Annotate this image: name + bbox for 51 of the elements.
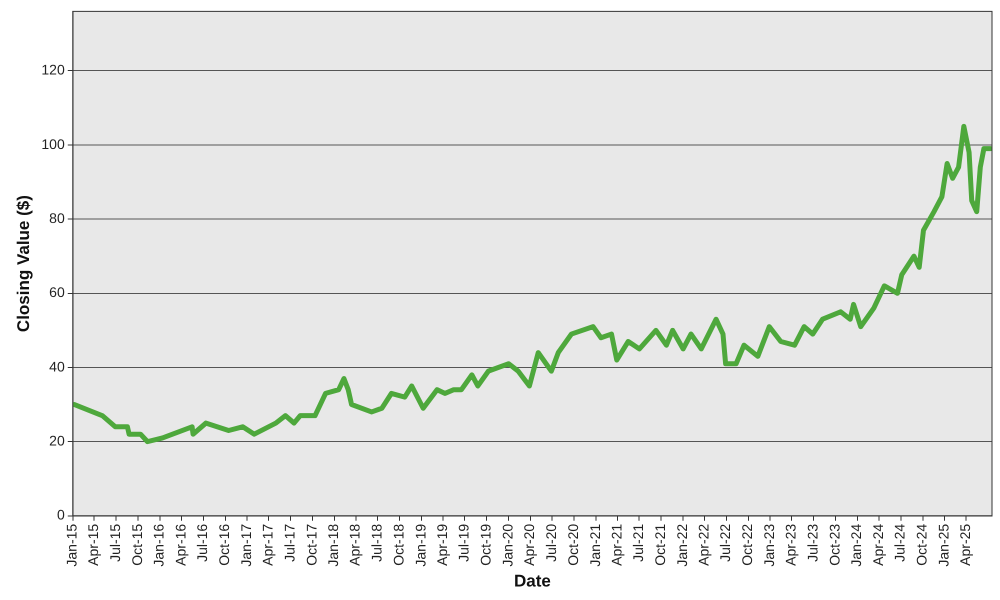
y-axis-title: Closing Value ($) [14, 195, 33, 332]
y-tick-label: 40 [49, 358, 65, 374]
y-tick-label: 80 [49, 210, 65, 226]
y-tick-label: 20 [49, 432, 65, 448]
x-tick-label: Jan-18 [325, 524, 342, 567]
x-tick-label: Apr-22 [695, 524, 712, 566]
x-tick-label: Jan-23 [761, 524, 778, 567]
x-tick-label: Apr-16 [172, 524, 188, 566]
x-axis-title: Date [514, 571, 551, 590]
x-tick-label: Apr-17 [260, 524, 276, 566]
x-tick-label: Jan-20 [499, 524, 516, 567]
y-tick-label: 120 [41, 62, 65, 78]
x-tick-label: Apr-21 [608, 524, 624, 566]
x-tick-label: Apr-18 [346, 524, 363, 566]
x-tick-label: Jul-18 [368, 524, 384, 562]
x-tick-label: Apr-19 [434, 524, 450, 566]
x-tick-label: Jan-16 [150, 524, 167, 567]
x-tick-label: Jan-19 [412, 524, 428, 567]
x-tick-label: Jan-24 [848, 524, 864, 567]
x-tick-label: Jul-23 [804, 524, 820, 562]
x-tick-label: Jul-20 [542, 524, 559, 562]
x-tick-label: Jul-15 [106, 524, 123, 562]
x-tick-label: Jan-22 [674, 524, 690, 567]
x-tick-label: Oct-19 [478, 524, 494, 566]
x-tick-label: Apr-20 [521, 524, 538, 566]
x-tick-label: Oct-20 [564, 524, 581, 566]
x-tick-label: Jan-17 [238, 524, 254, 567]
x-tick-label: Jan-21 [586, 524, 603, 567]
x-tick-label: Oct-24 [914, 524, 930, 566]
x-tick-label: Jul-24 [892, 524, 908, 562]
x-tick-label: Jan-15 [64, 524, 80, 567]
x-tick-label: Apr-24 [870, 524, 886, 566]
x-tick-label: Oct-17 [303, 524, 320, 566]
x-tick-label: Apr-25 [957, 524, 974, 566]
x-tick-label: Apr-15 [85, 524, 102, 566]
x-tick-label: Oct-21 [652, 524, 668, 566]
x-tick-label: Oct-22 [739, 524, 756, 566]
x-tick-label: Jan-25 [936, 524, 952, 567]
x-tick-label: Oct-16 [216, 524, 232, 566]
y-tick-label: 100 [41, 136, 65, 152]
x-tick-label: Oct-23 [826, 524, 842, 566]
x-tick-label: Oct-15 [128, 524, 145, 566]
y-tick-label: 60 [49, 284, 65, 300]
x-tick-label: Jul-19 [456, 524, 472, 562]
x-tick-label: Oct-18 [390, 524, 406, 566]
y-tick-label: 0 [56, 506, 65, 523]
x-tick-label: Jul-16 [194, 524, 210, 562]
x-tick-label: Apr-23 [782, 524, 799, 566]
x-tick-label: Jul-22 [717, 524, 734, 562]
x-tick-label: Jul-17 [281, 524, 298, 562]
x-tick-label: Jul-21 [630, 524, 646, 562]
